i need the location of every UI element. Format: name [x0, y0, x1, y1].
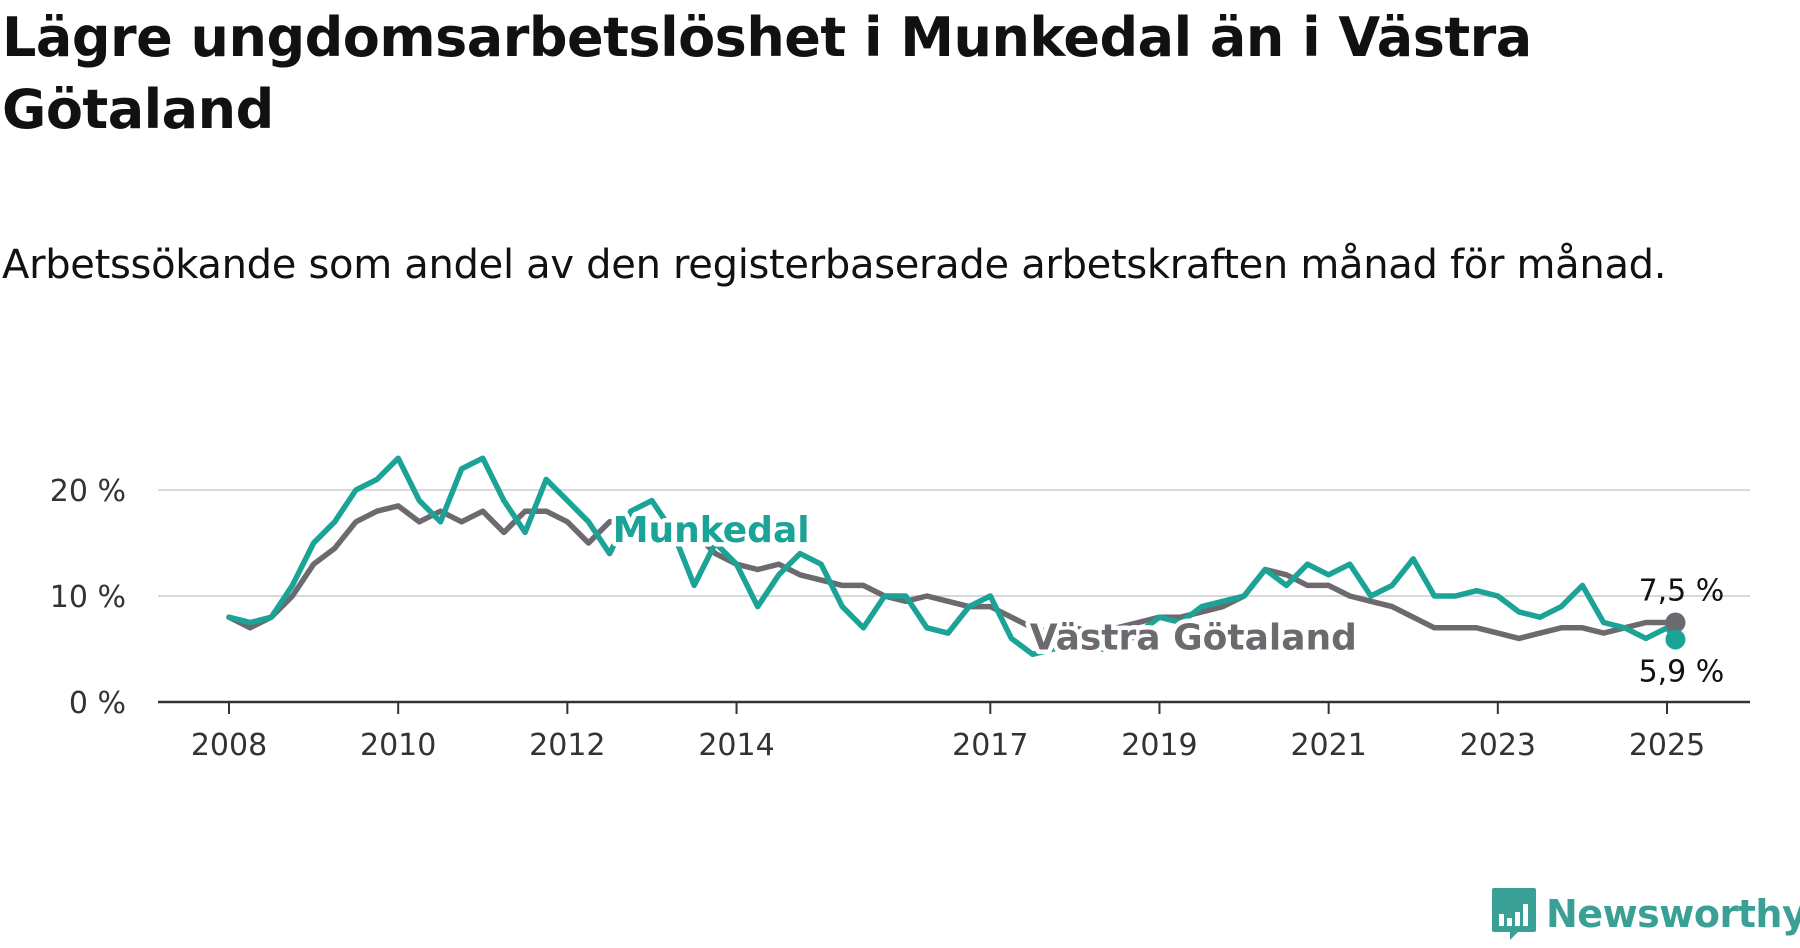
end-point-munkedal [1665, 629, 1686, 650]
end-point-västra-götaland [1665, 612, 1686, 633]
end-value-label-munkedal: 5,9 % [1639, 654, 1725, 689]
series-line-västra-götaland [226, 503, 1679, 642]
x-tick-label: 2008 [191, 728, 267, 763]
chart-title: Lägre ungdomsarbetslöshet i Munkedal än … [2, 6, 1532, 141]
y-tick-label: 10 % [50, 580, 126, 615]
series-label-västra-götaland: Västra Götaland [1030, 617, 1357, 658]
x-tick-label: 2017 [952, 728, 1028, 763]
newsworthy-logo-icon [1492, 888, 1536, 940]
x-tick-label: 2010 [360, 728, 436, 763]
y-tick-label: 0 % [69, 686, 126, 721]
x-tick-label: 2012 [529, 728, 605, 763]
x-tick-label: 2014 [698, 728, 774, 763]
series-lines [226, 455, 1679, 658]
x-tick-label: 2021 [1290, 728, 1366, 763]
chart-subtitle: Arbetssökande som andel av den registerb… [2, 242, 1667, 288]
end-value-label-västra-götaland: 7,5 % [1639, 574, 1725, 609]
x-tick-label: 2025 [1629, 728, 1705, 763]
newsworthy-logo: Newsworthy [1490, 886, 1800, 942]
series-line-munkedal [226, 455, 1679, 658]
series-label-munkedal: Munkedal [613, 510, 810, 551]
newsworthy-logo-text: Newsworthy [1546, 892, 1800, 936]
x-tick-label: 2023 [1460, 728, 1536, 763]
y-tick-label: 20 % [50, 474, 126, 509]
x-tick-label: 2019 [1121, 728, 1197, 763]
